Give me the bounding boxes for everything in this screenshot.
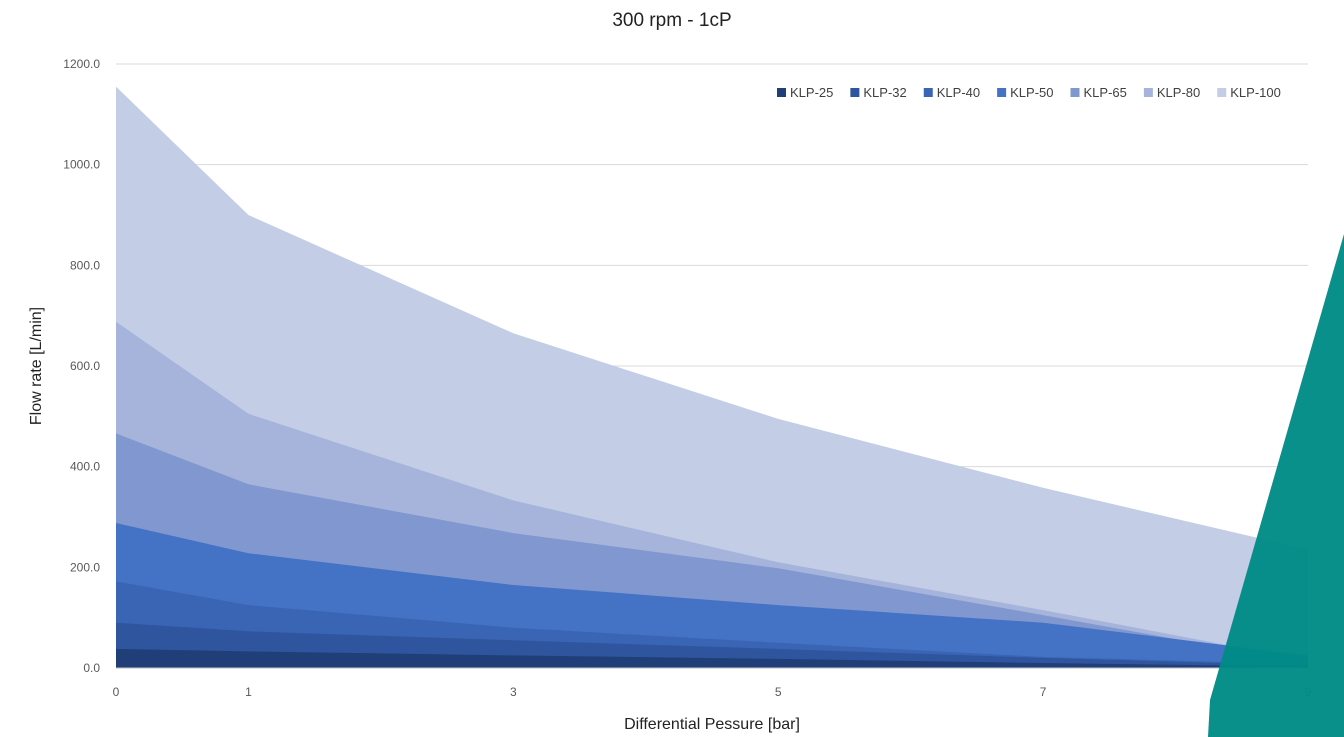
legend-swatch: [923, 88, 933, 97]
y-tick-label: 0.0: [83, 661, 100, 675]
area-series: [116, 86, 1308, 669]
x-axis-title: Differential Pessure [bar]: [624, 716, 800, 733]
legend-swatch: [1070, 88, 1080, 97]
legend-swatch: [997, 88, 1007, 97]
legend-label: KLP-100: [1230, 85, 1281, 100]
x-tick-label: 3: [510, 685, 517, 699]
legend-swatch: [850, 88, 860, 97]
legend-label: KLP-32: [863, 85, 906, 100]
legend-label: KLP-80: [1157, 85, 1200, 100]
legend-label: KLP-25: [790, 85, 833, 100]
x-tick-labels: 013579: [113, 685, 1312, 699]
x-tick-label: 0: [113, 685, 120, 699]
legend-label: KLP-40: [937, 85, 980, 100]
y-tick-label: 1200.0: [63, 57, 100, 71]
legend-swatch: [777, 88, 786, 97]
legend-swatch: [1143, 88, 1153, 97]
y-tick-label: 1000.0: [63, 158, 100, 172]
y-tick-label: 600.0: [70, 359, 100, 373]
legend-swatch: [1217, 88, 1227, 97]
x-tick-label: 7: [1040, 685, 1047, 699]
x-tick-label: 1: [245, 685, 252, 699]
legend-label: KLP-65: [1084, 85, 1127, 100]
decorative-accent-shape: [1208, 234, 1344, 737]
legend: KLP-25 KLP-32 KLP-40 KLP-50 KLP-65 KLP-80 KLP-…: [777, 85, 1281, 100]
y-tick-label: 400.0: [70, 460, 100, 474]
area-klp-25: [116, 648, 1308, 668]
y-tick-label: 800.0: [70, 258, 100, 272]
chart-title: 300 rpm - 1cP: [612, 10, 732, 31]
y-axis-title: Flow rate [L/min]: [28, 307, 45, 425]
legend-label: KLP-50: [1010, 85, 1053, 100]
x-tick-label: 5: [775, 685, 782, 699]
y-tick-label: 200.0: [70, 560, 100, 574]
y-tick-labels: 0.0 200.0 400.0 600.0 800.0 1000.0 1200.0: [63, 57, 100, 675]
